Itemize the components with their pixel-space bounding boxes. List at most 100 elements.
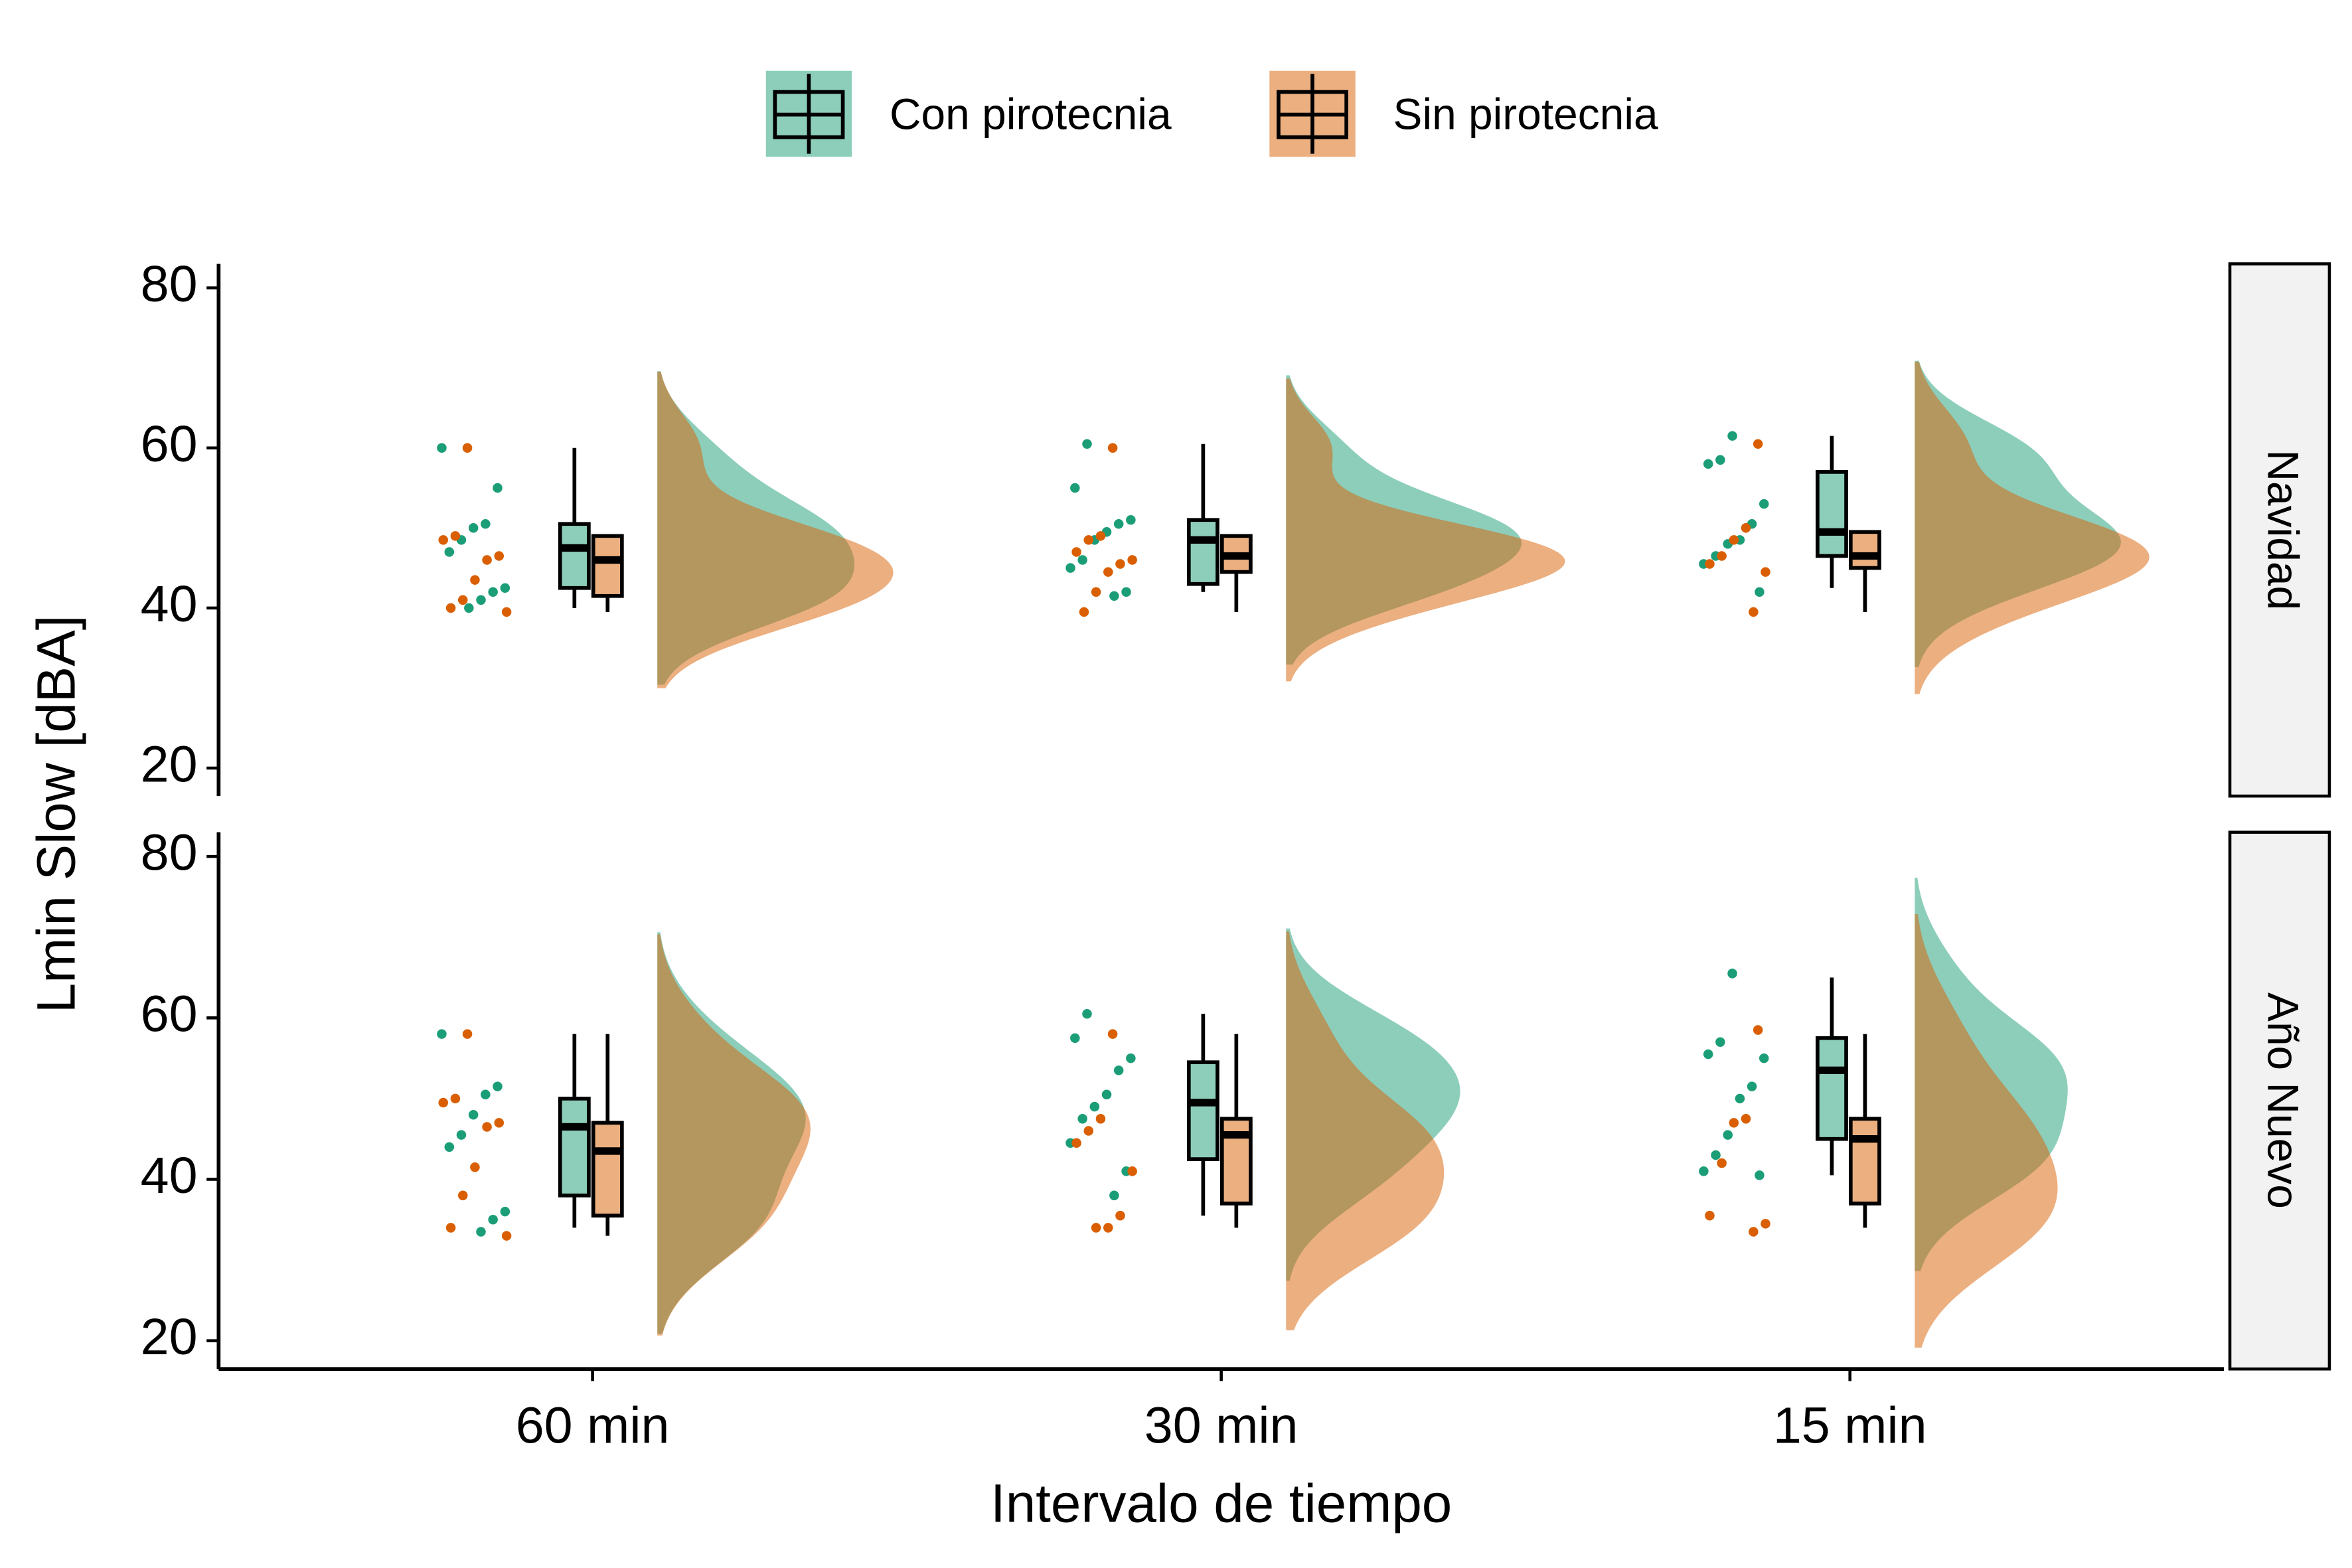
density (657, 371, 894, 688)
data-point (500, 1206, 510, 1217)
data-point (1749, 607, 1759, 617)
data-point (1115, 1210, 1125, 1221)
data-point (438, 535, 448, 545)
data-point (1729, 535, 1739, 545)
data-point (476, 595, 486, 605)
data-point (1107, 1029, 1118, 1039)
data-point (1083, 535, 1094, 545)
data-point (1091, 1223, 1101, 1233)
data-point (1082, 439, 1092, 449)
density (1286, 378, 1565, 682)
data-point (1070, 1033, 1080, 1043)
y-axis-title: Lmin Slow [dBA] (26, 615, 86, 1014)
data-point (1735, 1093, 1745, 1104)
data-point (1717, 551, 1727, 561)
facet-label: Navidad (2259, 449, 2308, 610)
box (1186, 518, 1219, 586)
data-point (456, 1130, 467, 1140)
data-point (1082, 1008, 1092, 1019)
data-point (1079, 607, 1089, 617)
data-point (1755, 1170, 1764, 1180)
data-point (1753, 1025, 1763, 1035)
y-tick-label: 40 (141, 576, 198, 633)
data-point (1126, 1053, 1136, 1063)
facet-label: Año Nuevo (2259, 992, 2308, 1209)
data-point (1127, 555, 1137, 565)
data-point (1083, 1126, 1094, 1136)
data-point (1107, 443, 1118, 453)
facet-strip (2228, 262, 2331, 798)
data-point (444, 547, 455, 557)
data-point (1705, 559, 1715, 569)
data-point (1759, 499, 1769, 509)
data-point (437, 1029, 447, 1039)
data-point (1727, 431, 1737, 441)
data-point (1747, 1081, 1757, 1091)
x-tick-label: 60 min (516, 1397, 670, 1454)
data-point (1095, 531, 1106, 541)
density (657, 934, 811, 1336)
data-point (501, 1231, 512, 1241)
y-tick-label: 40 (141, 1147, 198, 1204)
data-point (1077, 1114, 1087, 1124)
data-point (437, 443, 447, 453)
data-point (1761, 567, 1770, 577)
data-point (470, 575, 480, 585)
data-point (468, 1109, 479, 1120)
x-tick-label: 30 min (1144, 1397, 1298, 1454)
data-point (1723, 1130, 1733, 1140)
box (1816, 470, 1848, 558)
data-point (1113, 519, 1124, 529)
data-point (1715, 1037, 1725, 1048)
box (591, 1121, 624, 1218)
box (558, 522, 591, 590)
data-point (444, 1142, 455, 1152)
data-point (1727, 969, 1737, 979)
legend-label: Sin pirotecnia (1393, 90, 1658, 139)
data-point (1077, 555, 1087, 565)
data-point (1115, 559, 1125, 569)
data-point (1113, 1065, 1124, 1075)
data-point (1741, 523, 1751, 533)
data-point (445, 1223, 456, 1233)
data-point (438, 1097, 448, 1108)
data-point (468, 523, 479, 533)
y-tick-label: 20 (141, 736, 198, 793)
y-tick-label: 80 (141, 824, 198, 882)
data-point (1703, 1049, 1713, 1059)
data-point (1753, 439, 1763, 449)
data-point (1091, 587, 1101, 597)
data-point (464, 603, 474, 613)
y-tick-label: 60 (141, 986, 198, 1043)
data-point (1761, 1219, 1770, 1229)
data-point (488, 1215, 498, 1225)
data-point (1717, 1158, 1727, 1168)
box (591, 534, 624, 598)
data-point (1070, 483, 1080, 493)
data-point (488, 587, 498, 597)
data-point (1109, 591, 1119, 601)
data-point (1095, 1114, 1106, 1124)
data-point (1089, 1101, 1100, 1112)
box (1186, 1060, 1219, 1161)
data-point (500, 583, 510, 593)
data-point (1065, 563, 1075, 573)
data-point (1729, 1118, 1739, 1128)
data-point (457, 1190, 468, 1201)
data-point (1071, 1138, 1081, 1148)
data-point (481, 1089, 491, 1100)
data-point (1705, 1210, 1715, 1221)
facet-strip (2228, 830, 2331, 1371)
data-point (1071, 547, 1081, 557)
data-point (1109, 1190, 1119, 1201)
data-point (450, 531, 461, 541)
data-point (1711, 1150, 1721, 1160)
data-point (1741, 1114, 1751, 1124)
data-point (1103, 1223, 1113, 1233)
data-point (494, 1118, 505, 1128)
data-point (481, 519, 491, 529)
y-tick-label: 60 (141, 416, 198, 473)
density (1915, 913, 2058, 1348)
data-point (1749, 1227, 1759, 1237)
data-point (1126, 514, 1136, 525)
